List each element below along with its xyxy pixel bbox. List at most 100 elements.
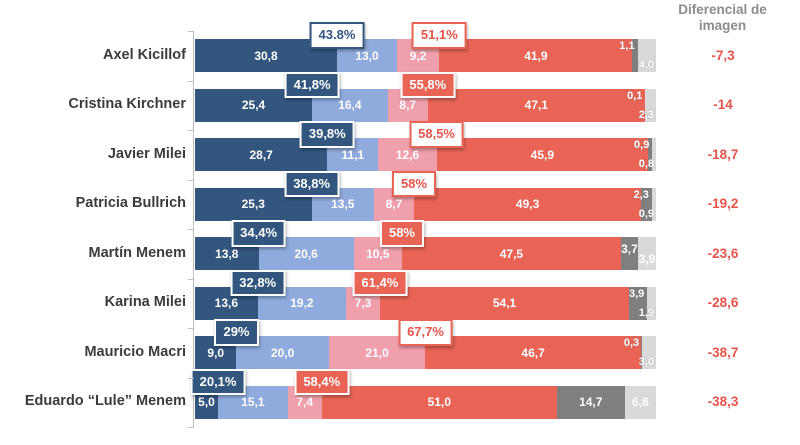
segment-label: 7,3 <box>354 296 372 310</box>
segment-label: 9,0 <box>207 345 225 360</box>
segment-label: 20,0 <box>270 345 295 360</box>
tail-label-dark-gray: 0,9 <box>634 139 650 151</box>
segment-label: 16,4 <box>338 98 362 112</box>
segment-label: 28,7 <box>249 147 273 162</box>
segment-label: 13,5 <box>331 197 355 211</box>
segment-label: 47,5 <box>499 246 524 261</box>
segment-label: 19,2 <box>290 296 314 310</box>
positive-image-badge: 43.8% <box>309 22 365 49</box>
segment-red: 49,3 <box>413 187 642 221</box>
axis-tick <box>188 130 194 131</box>
segment-label: 8,7 <box>399 98 417 112</box>
segment-label: 5,0 <box>198 395 215 409</box>
differential-value: -7,3 <box>711 47 735 63</box>
tail-label-dark-gray: 0,3 <box>623 337 640 349</box>
segment-red: 54,1 <box>379 286 630 320</box>
category-label: Eduardo “Lule” Menem <box>24 393 186 409</box>
segment-light-gray <box>642 336 656 369</box>
tail-label-dark-gray: 3,9 <box>628 287 645 300</box>
segment-label: 25,3 <box>241 197 265 211</box>
segment-dark-gray: 14,7 <box>556 385 625 419</box>
segment-red: 47,1 <box>427 88 645 122</box>
segment-label: 45,9 <box>530 147 554 162</box>
negative-image-badge: 58% <box>379 220 424 247</box>
category-label: Axel Kicillof <box>103 46 186 63</box>
category-label: Mauricio Macri <box>84 343 186 360</box>
segment-label: 11,1 <box>341 147 365 162</box>
axis-tick <box>188 31 194 32</box>
tail-label-light-gray: 2,3 <box>638 108 654 121</box>
segment-label: 15,1 <box>241 395 265 409</box>
category-label: Karina Milei <box>104 294 186 310</box>
category-label: Patricia Bullrich <box>75 195 186 211</box>
chart-title: Diferencial de imagen <box>678 2 767 34</box>
segment-label: 3,7 <box>621 241 638 256</box>
segment-light-gray: 6,8 <box>624 385 656 419</box>
segment-red: 41,9 <box>439 39 633 72</box>
segment-label: 30,8 <box>254 48 278 63</box>
negative-image-badge: 55,8% <box>400 71 456 99</box>
segment-label: 3,9 <box>638 251 656 266</box>
segment-label: 46,7 <box>521 345 545 360</box>
segment-light-gray: 3,9 <box>637 237 656 270</box>
tail-label-dark-gray: 2,3 <box>633 188 649 201</box>
segment-red: 46,7 <box>425 336 641 369</box>
segment-label: 13,0 <box>355 48 379 63</box>
segment-dark-gray <box>629 286 648 320</box>
segment-dark-gray <box>640 336 643 369</box>
negative-image-badge: 58% <box>391 170 436 198</box>
axis-tick <box>188 278 194 280</box>
differential-value: -38,3 <box>707 394 739 409</box>
segment-label: 13,6 <box>214 296 239 310</box>
segment-dark-gray <box>648 138 653 171</box>
segment-red: 45,9 <box>436 138 649 171</box>
segment-dark-gray <box>632 39 638 72</box>
category-label: Cristina Kirchner <box>68 96 186 112</box>
tail-label-light-gray: 0,9 <box>638 207 654 220</box>
segment-light-gray <box>637 39 656 72</box>
tail-label-dark-gray: 0,1 <box>627 89 643 102</box>
positive-image-badge: 38,8% <box>284 170 340 198</box>
negative-image-badge: 67,7% <box>398 319 453 346</box>
axis-tick <box>188 427 194 428</box>
segment-light-gray <box>651 187 656 221</box>
segment-dark-gray <box>641 187 652 221</box>
bar-row: 13,8 20,6 10,5 47,5 3,7 3,9 <box>195 237 656 270</box>
differential-value: -28,6 <box>707 295 739 310</box>
segment-dark-gray: 3,7 <box>620 237 638 270</box>
differential-value: -18,7 <box>707 146 739 162</box>
segment-label: 20,6 <box>294 246 318 261</box>
axis-tick <box>188 80 194 82</box>
negative-image-badge: 61,4% <box>352 269 408 297</box>
tail-label-light-gray: 4,0 <box>638 59 654 71</box>
segment-label: 9,2 <box>409 48 427 63</box>
positive-image-badge: 41,8% <box>284 71 340 99</box>
differential-value: -14 <box>713 97 733 112</box>
segment-label: 49,3 <box>515 197 540 211</box>
category-label: Martín Menem <box>88 244 187 261</box>
positive-image-badge: 29% <box>214 319 259 346</box>
bar-row: 25,4 16,4 8,7 47,1 0,1 2,3 <box>195 88 656 122</box>
bar-row: 9,0 20,0 21,0 46,7 0,3 3,0 <box>195 336 656 369</box>
tail-label-light-gray: 1,9 <box>638 306 654 319</box>
differential-value: -19,2 <box>707 196 739 211</box>
axis-tick <box>188 179 194 181</box>
segment-red: 51,0 <box>321 385 557 419</box>
positive-image-badge: 20,1% <box>190 368 246 396</box>
category-label: Javier Milei <box>107 145 186 162</box>
tail-label-dark-gray: 1,1 <box>619 40 635 52</box>
positive-image-badge: 34,4% <box>231 220 287 247</box>
segment-label: 47,1 <box>524 98 549 112</box>
segment-label: 25,4 <box>241 98 266 112</box>
positive-image-badge: 39,8% <box>299 121 355 148</box>
negative-image-badge: 58,5% <box>409 121 464 148</box>
segment-label: 12,6 <box>395 147 420 162</box>
bar-row: 28,7 11,1 12,6 45,9 0,9 0,8 <box>195 138 656 171</box>
positive-image-badge: 32,8% <box>230 269 286 297</box>
segment-label: 51,0 <box>427 395 451 409</box>
axis-tick <box>188 377 194 379</box>
negative-image-badge: 58,4% <box>294 368 350 396</box>
tail-label-light-gray: 3,0 <box>638 356 654 368</box>
negative-image-badge: 51,1% <box>411 22 467 49</box>
